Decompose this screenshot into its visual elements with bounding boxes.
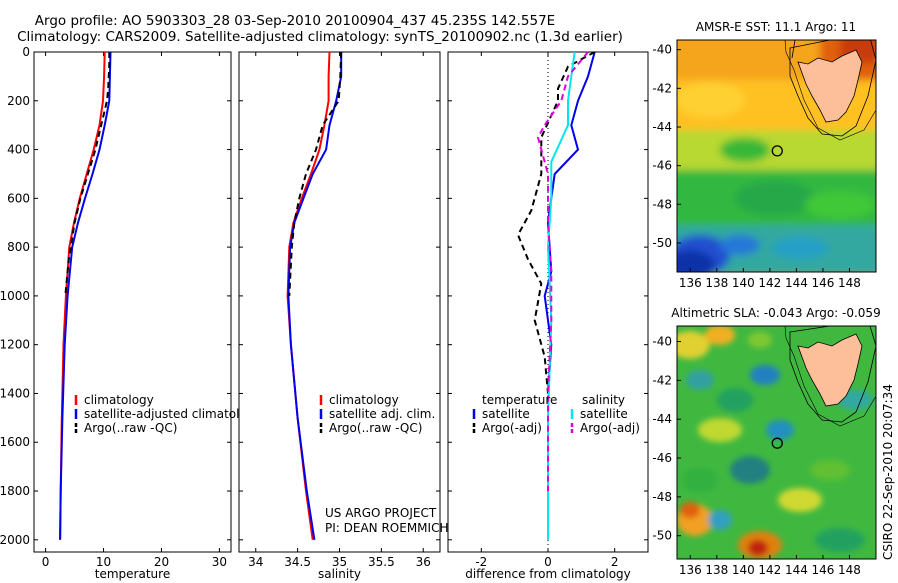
legend-group-title: salinity xyxy=(582,393,625,407)
legend-label: satellite adj. clim. xyxy=(329,407,435,421)
xtick-label: 36 xyxy=(416,555,431,569)
xtick-label: 2 xyxy=(611,555,619,569)
sst-map-title: AMSR-E SST: 11.1 Argo: 11 xyxy=(696,20,856,34)
map-xtick-label: 146 xyxy=(811,276,834,290)
map-ytick-label: -42 xyxy=(652,373,672,387)
legend-label: climatology xyxy=(329,393,399,407)
map-xtick-label: 144 xyxy=(785,563,808,577)
xtick-label: 0 xyxy=(42,555,50,569)
xtick-label: 0 xyxy=(544,555,552,569)
ytick-label: 200 xyxy=(7,94,30,108)
map-xtick-label: 138 xyxy=(705,563,728,577)
difference-xlabel: difference from climatology xyxy=(465,567,631,581)
legend-label: Argo(..raw -QC) xyxy=(329,421,422,435)
map-ytick-label: -46 xyxy=(652,451,672,465)
map-xtick-label: 148 xyxy=(838,276,861,290)
legend-label: satellite xyxy=(580,407,628,421)
sst-map: AMSR-E SST: 11.1 Argo: 11 xyxy=(652,20,877,290)
salinity-xlabel: salinity xyxy=(318,567,361,581)
difference-legend: temperaturesatelliteArgo(-adj)salinitysa… xyxy=(472,393,640,435)
sla-map: Altimetric SLA: -0.043 Argo: -0.059 xyxy=(652,306,880,577)
ytick-label: 1200 xyxy=(0,338,30,352)
map-ytick-label: -42 xyxy=(652,81,672,95)
project-label: US ARGO PROJECT xyxy=(325,506,437,520)
ytick-label: 600 xyxy=(7,191,30,205)
sst-axis-ticks: 136 138 140 142 144 146 148 -40 -42 -44 -46 -48 -50 xyxy=(652,43,861,290)
series-argo-raw-qc- xyxy=(288,51,343,296)
xtick-label: -2 xyxy=(475,555,487,569)
ytick-label: 1400 xyxy=(0,386,30,400)
tasmania-land-sla xyxy=(797,333,863,407)
argo-float-marker xyxy=(771,145,783,157)
map-ytick-label: -40 xyxy=(652,43,672,57)
map-xtick-label: 140 xyxy=(732,563,755,577)
sla-axis-ticks: 136 138 140 142 144 146 148 -40 -42 -44 -46 -48 -50 xyxy=(652,335,861,577)
pi-label: PI: DEAN ROEMMICH xyxy=(325,521,448,535)
temperature-panel: 0 200 400 600 800 1000 1200 1400 1600 1800 2000 0 10… xyxy=(0,45,262,581)
map-xtick-label: 142 xyxy=(758,276,781,290)
map-ytick-label: -44 xyxy=(652,412,672,426)
map-xtick-label: 138 xyxy=(705,276,728,290)
sla-map-title: Altimetric SLA: -0.043 Argo: -0.059 xyxy=(671,306,880,320)
legend-label: Argo(..raw -QC) xyxy=(84,421,177,435)
map-xtick-label: 142 xyxy=(758,563,781,577)
map-xtick-label: 146 xyxy=(811,563,834,577)
ytick-label: 2000 xyxy=(0,533,30,547)
sst-depth-contour xyxy=(789,40,876,137)
map-xtick-label: 140 xyxy=(732,276,755,290)
temperature-xlabel: temperature xyxy=(95,567,170,581)
creation-timestamp: CSIRO 22-Sep-2010 20:07:34 xyxy=(881,384,895,560)
map-xtick-label: 144 xyxy=(785,276,808,290)
map-ytick-label: -50 xyxy=(652,236,672,250)
series-temperature-argo-adj- xyxy=(516,51,596,394)
climatology-subtitle: Climatology: CARS2009. Satellite-adjuste… xyxy=(17,29,623,45)
tasmania-land xyxy=(797,49,863,123)
xtick-label: 10 xyxy=(96,555,111,569)
legend-label: climatology xyxy=(84,393,154,407)
xtick-label: 34 xyxy=(248,555,263,569)
ytick-label: 400 xyxy=(7,143,30,157)
map-xtick-label: 148 xyxy=(838,563,861,577)
profile-title: Argo profile: AO 5903303_28 03-Sep-2010 … xyxy=(34,13,556,29)
salinity-axes-frame xyxy=(238,51,441,553)
map-ytick-label: -44 xyxy=(652,120,672,134)
xtick-label: 20 xyxy=(154,555,169,569)
series-satellite-adjusted-climatology xyxy=(59,51,112,540)
ytick-label: 1600 xyxy=(0,435,30,449)
ytick-label: 0 xyxy=(22,45,30,59)
sst-map-frame xyxy=(676,39,877,273)
map-ytick-label: -48 xyxy=(652,197,672,211)
map-ytick-label: -50 xyxy=(652,529,672,543)
map-ytick-label: -46 xyxy=(652,159,672,173)
xtick-label: 30 xyxy=(212,555,227,569)
map-ytick-label: -40 xyxy=(652,335,672,349)
argo-float-marker-sla xyxy=(771,437,783,449)
legend-label: Argo(-adj) xyxy=(482,421,542,435)
salinity-panel: 34 34.5 35 35.5 36 salinity climatologysatelli… xyxy=(238,51,441,581)
series-temperature-satellite xyxy=(543,51,596,394)
xtick-label: 35 xyxy=(332,555,347,569)
xtick-label: 35.5 xyxy=(368,555,395,569)
sla-depth-contour xyxy=(789,326,876,423)
sla-map-frame xyxy=(676,325,877,560)
map-ytick-label: -48 xyxy=(652,490,672,504)
legend-label: satellite xyxy=(482,407,530,421)
temperature-axes-frame xyxy=(33,51,232,553)
legend-label: satellite-adjusted climatology xyxy=(84,407,262,421)
xtick-label: 34.5 xyxy=(284,555,311,569)
legend-label: Argo(-adj) xyxy=(580,421,640,435)
ytick-label: 1800 xyxy=(0,484,30,498)
legend-group-title: temperature xyxy=(482,393,557,407)
map-xtick-label: 136 xyxy=(679,276,702,290)
map-xtick-label: 136 xyxy=(679,563,702,577)
ytick-label: 1000 xyxy=(0,289,30,303)
ytick-label: 800 xyxy=(7,240,30,254)
